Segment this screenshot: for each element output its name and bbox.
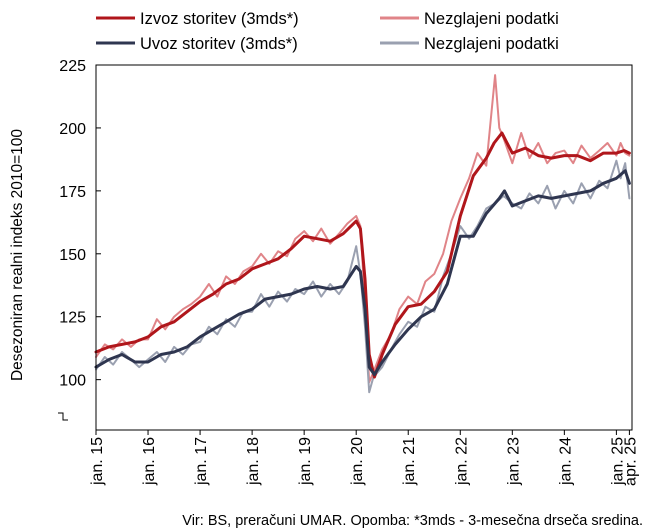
legend-label: Nezglajeni podatki — [424, 10, 559, 28]
x-axis: jan. 15 jan. 16 jan. 17 jan. 18 jan. 19 jan. … — [89, 430, 639, 486]
chart: Izvoz storitev (3mds*) Nezglajeni podatki… — [9, 10, 639, 486]
legend-label: Uvoz storitev (3mds*) — [140, 35, 298, 53]
y-tick-label: 225 — [59, 58, 86, 75]
x-tick-label: jan. 16 — [141, 437, 158, 486]
series-line-1 — [94, 131, 631, 379]
x-tick-label: jan. 24 — [557, 437, 574, 486]
y-axis: 100 125 150 175 200 225 — [59, 58, 101, 390]
y-tick-label: 150 — [59, 247, 86, 264]
x-tick-label: jan. 17 — [193, 437, 210, 486]
y-tick-label: 175 — [59, 184, 86, 201]
plot-frame — [95, 64, 633, 431]
source-note: Vir: BS, preračuni UMAR. Opomba: *3mds -… — [182, 513, 643, 529]
x-tick-label: jan. 20 — [349, 437, 366, 486]
series-layer — [94, 74, 631, 394]
legend: Izvoz storitev (3mds*) Nezglajeni podatki… — [96, 10, 559, 53]
x-tick-label: jan. 25 — [609, 437, 626, 486]
x-tick-label: jan. 18 — [245, 437, 262, 486]
x-tick-label: jan. 21 — [401, 437, 418, 486]
legend-label: Izvoz storitev (3mds*) — [140, 10, 299, 28]
legend-label: Nezglajeni podatki — [424, 35, 559, 53]
x-tick-label: jan. 23 — [505, 437, 522, 486]
x-tick-label: jan. 15 — [89, 437, 106, 486]
series-line-3 — [94, 169, 631, 377]
axis-break-mark — [58, 412, 68, 421]
y-tick-label: 125 — [59, 310, 86, 327]
y-tick-label: 100 — [59, 373, 86, 390]
x-tick-label: jan. 19 — [297, 437, 314, 486]
y-axis-label: Desezoniran realni indeks 2010=100 — [9, 129, 26, 381]
y-tick-label: 200 — [59, 121, 86, 138]
x-tick-label: apr. 25 — [622, 437, 639, 486]
x-tick-label: jan. 22 — [453, 437, 470, 486]
series-line-2 — [95, 74, 631, 384]
